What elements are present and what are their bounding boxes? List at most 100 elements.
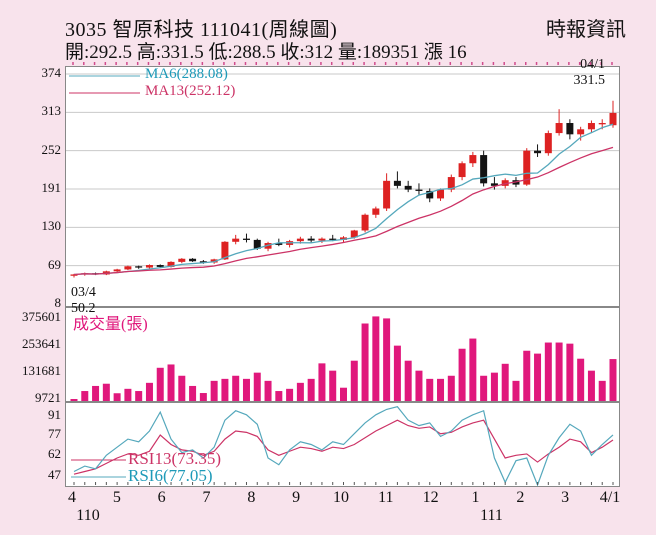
volume-bar	[232, 375, 240, 401]
volume-bar	[609, 359, 617, 401]
rsi-line-chart	[71, 406, 614, 486]
volume-bar	[490, 372, 498, 401]
volume-bar	[275, 391, 283, 401]
rsi13-line	[73, 419, 614, 475]
price-ytick: 252	[41, 141, 62, 157]
volume-bar	[383, 318, 391, 401]
volume-bar	[458, 348, 466, 401]
candle-down	[426, 190, 434, 199]
ma6-legend: MA6(288.08)	[145, 66, 228, 82]
month-label: 10	[333, 489, 349, 506]
ma13-line	[73, 146, 614, 276]
volume-bar	[361, 323, 369, 401]
volume-bar	[113, 393, 121, 401]
price-ytick: 8	[54, 295, 62, 310]
volume-bar	[242, 378, 250, 401]
volume-bar	[555, 342, 563, 401]
volume-bar	[523, 350, 531, 401]
candle-up	[577, 129, 585, 135]
volume-bar	[426, 378, 434, 401]
month-label: 9	[292, 489, 301, 506]
volume-bar	[512, 380, 520, 401]
candle-up	[587, 123, 595, 130]
volume-bar	[415, 370, 423, 401]
volume-bar	[264, 380, 272, 401]
volume-bar	[253, 372, 261, 401]
candle-down	[534, 150, 542, 154]
volume-bar	[566, 343, 574, 401]
volume-bar	[199, 393, 207, 401]
low-value-annotation: 50.2	[71, 301, 96, 316]
volume-bar	[577, 358, 585, 401]
high-value-annotation: 331.5	[573, 73, 606, 88]
rsi-ytick: 91	[48, 407, 61, 423]
volume-bar	[329, 370, 337, 401]
candle-up	[469, 155, 477, 164]
volume-bar	[350, 360, 358, 401]
candle-up	[221, 241, 229, 260]
candle-down	[156, 265, 164, 267]
volume-bar	[587, 370, 595, 401]
candle-up	[296, 238, 304, 242]
ma13-legend: MA13(252.12)	[145, 83, 236, 99]
low-date-annotation: 03/4	[71, 285, 96, 300]
candle-down	[566, 123, 574, 135]
volume-bar	[178, 375, 186, 401]
volume-bar	[534, 353, 542, 401]
candle-up	[113, 269, 121, 272]
candle-up	[124, 266, 132, 270]
volume-bar	[189, 385, 197, 401]
volume-bar	[156, 367, 164, 401]
volume-bar	[598, 380, 606, 401]
data-source-label: 時報資訊	[546, 19, 626, 41]
candle-down	[135, 266, 143, 268]
candle-down	[242, 238, 250, 240]
candle-down	[275, 243, 283, 245]
month-label: 8	[247, 489, 256, 506]
price-ytick: 69	[48, 256, 61, 272]
volume-panel	[65, 307, 620, 402]
price-ytick: 191	[41, 180, 62, 195]
month-label: 1	[471, 489, 480, 506]
rsi-panel	[65, 402, 620, 487]
volume-ytick: 253641	[22, 335, 61, 351]
candle-up	[350, 230, 358, 238]
volume-title: 成交量(張)	[73, 316, 148, 333]
volume-bar	[296, 382, 304, 401]
month-label: 7	[202, 489, 211, 506]
week-tick-marks-top	[72, 62, 613, 65]
volume-bar	[447, 375, 455, 401]
volume-bar	[210, 380, 218, 401]
candle-down	[415, 189, 423, 191]
candle-up	[383, 180, 391, 209]
volume-bar	[124, 388, 132, 401]
volume-bar	[318, 363, 326, 401]
volume-bar	[92, 385, 100, 401]
price-ytick: 130	[41, 218, 62, 234]
candle-down	[199, 261, 207, 263]
candle-up	[361, 214, 369, 231]
candle-up	[555, 123, 563, 134]
candle-up	[609, 112, 617, 126]
rsi-ytick: 47	[48, 466, 61, 482]
volume-bar	[501, 363, 509, 401]
candle-down	[329, 238, 337, 240]
era-label: 111	[480, 507, 503, 524]
candle-down	[404, 185, 412, 190]
volume-bar	[307, 378, 315, 401]
volume-bar	[404, 360, 412, 401]
volume-ytick: 9721	[35, 389, 61, 405]
volume-bar	[372, 316, 380, 401]
candle-down	[307, 238, 315, 241]
month-label: 4	[68, 489, 76, 506]
volume-bar	[167, 364, 175, 401]
volume-bar	[340, 387, 347, 401]
candle-up	[210, 259, 218, 263]
month-label: 11	[378, 489, 394, 506]
month-label: 3	[561, 489, 570, 506]
candle-up	[523, 150, 531, 185]
volume-ytick: 131681	[22, 362, 61, 378]
volume-bar-chart	[70, 316, 617, 401]
candle-up	[458, 163, 466, 178]
